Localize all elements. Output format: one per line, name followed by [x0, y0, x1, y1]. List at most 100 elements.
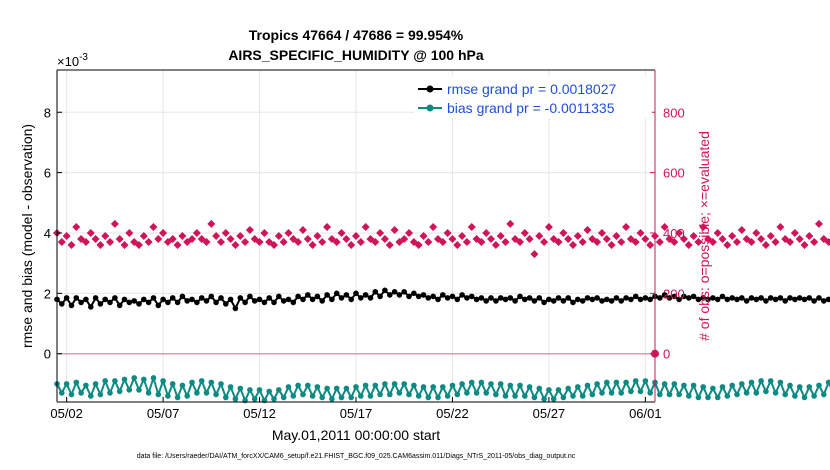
data-point [377, 391, 383, 398]
data-point [192, 228, 201, 237]
data-point [59, 390, 65, 396]
data-point [208, 379, 215, 386]
data-point [814, 219, 823, 228]
data-point [761, 241, 770, 250]
data-point [150, 295, 157, 301]
data-point [675, 228, 684, 237]
data-point [464, 295, 470, 301]
data-point [612, 232, 621, 240]
data-point [169, 381, 176, 387]
data-point [223, 394, 229, 401]
data-point [448, 235, 457, 244]
data-point [599, 298, 605, 304]
data-point [295, 382, 301, 389]
data-point [825, 296, 830, 303]
data-point [496, 232, 505, 240]
data-point [319, 298, 326, 304]
data-point [714, 394, 721, 401]
data-point [308, 241, 317, 250]
data-point [107, 390, 113, 396]
data-point [464, 390, 470, 396]
data-point [444, 295, 451, 301]
data-point [488, 295, 494, 301]
data-point [414, 241, 423, 250]
data-point [178, 232, 187, 240]
data-point [607, 241, 616, 250]
data-point [719, 293, 726, 300]
data-point [329, 296, 335, 303]
data-point [575, 296, 581, 303]
x-tick-label: 05/22 [436, 406, 469, 421]
data-point [212, 232, 221, 240]
data-point [546, 387, 552, 393]
data-point [526, 295, 533, 301]
data-point [255, 238, 264, 247]
data-point [294, 238, 303, 247]
data-point [115, 235, 124, 244]
data-point [535, 232, 544, 240]
data-point [710, 385, 716, 392]
data-point [710, 295, 716, 301]
data-point [816, 295, 822, 301]
data-point [387, 391, 393, 398]
data-point [356, 238, 365, 247]
data-point [377, 293, 383, 300]
data-point [772, 296, 779, 303]
data-point [671, 381, 678, 387]
data-point [546, 296, 552, 303]
data-point [390, 225, 399, 234]
data-point [690, 382, 697, 389]
data-point [116, 302, 123, 309]
data-point [125, 228, 134, 237]
data-point [198, 378, 205, 384]
data-point [570, 299, 576, 306]
data-point [348, 296, 355, 303]
data-point [493, 298, 499, 304]
data-point [425, 295, 432, 301]
data-point [734, 296, 740, 303]
data-point [732, 238, 741, 247]
data-point [714, 296, 721, 303]
data-point [280, 394, 287, 401]
x-tick-label: 05/12 [243, 406, 276, 421]
data-point [573, 232, 582, 240]
data-point [218, 295, 224, 301]
data-point [589, 296, 596, 303]
data-point [165, 299, 171, 306]
data-point [724, 296, 731, 303]
data-point [739, 295, 745, 301]
data-point [78, 390, 84, 396]
data-point [83, 296, 89, 303]
data-point [174, 299, 181, 306]
data-point [507, 382, 514, 389]
data-point [700, 384, 706, 390]
data-point [728, 232, 737, 240]
data-point [666, 391, 673, 398]
data-point [362, 382, 369, 389]
data-point [213, 391, 219, 398]
data-point [68, 391, 75, 398]
data-point [189, 379, 195, 386]
chart-title: Tropics 47664 / 47686 = 99.954% [249, 27, 464, 43]
data-point [309, 296, 316, 303]
data-point [149, 222, 158, 231]
data-point [724, 393, 731, 399]
legend-box [414, 76, 652, 118]
data-point [419, 232, 428, 240]
data-point [236, 232, 245, 240]
data-point [608, 390, 615, 396]
data-point [107, 299, 113, 306]
data-point [800, 241, 809, 250]
data-point [473, 296, 480, 303]
data-point [256, 387, 263, 393]
data-point [227, 296, 234, 303]
data-point [333, 290, 340, 297]
data-point [134, 241, 143, 250]
data-point [290, 299, 297, 306]
data-point [723, 241, 732, 250]
data-point [584, 382, 591, 389]
data-point [371, 238, 380, 247]
data-point [805, 232, 814, 240]
data-point [584, 295, 591, 301]
data-point [184, 393, 190, 399]
